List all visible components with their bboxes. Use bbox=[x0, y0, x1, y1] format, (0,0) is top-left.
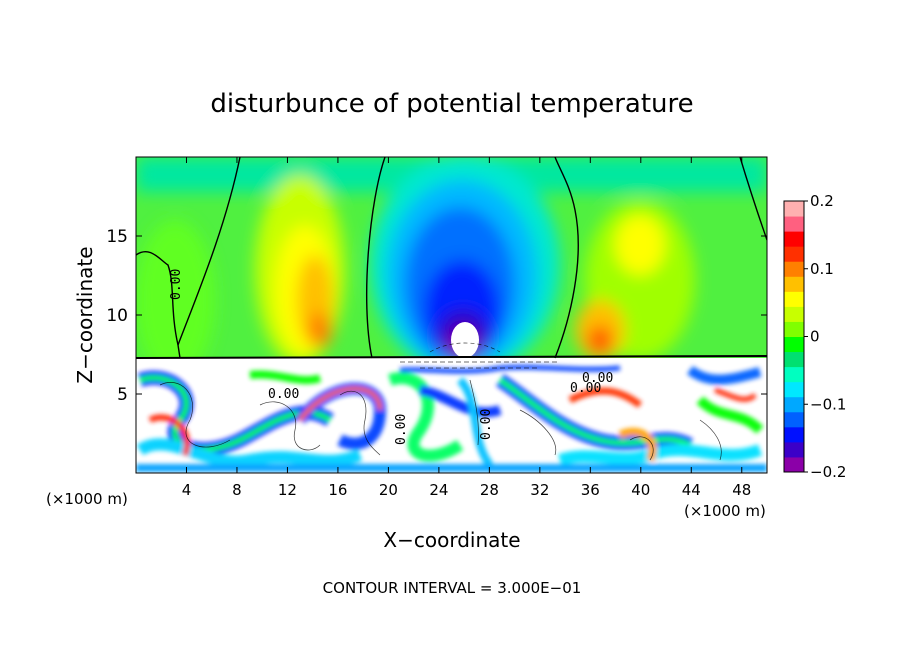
contour-labels: 0.00 0.00 0.00 0.00 0.00 0.00 bbox=[169, 269, 613, 445]
colorbar-tick-label: 0 bbox=[810, 328, 820, 346]
contour-label: 0.00 bbox=[268, 387, 299, 402]
colorbar-swatch bbox=[784, 321, 804, 337]
x-unit-right: (×1000 m) bbox=[684, 502, 766, 520]
x-tick-label: 28 bbox=[480, 481, 499, 499]
colorbar-swatch bbox=[784, 291, 804, 307]
colorbar-swatch bbox=[784, 366, 804, 383]
x-tick-label: 12 bbox=[278, 481, 297, 499]
contour-label: 0.00 bbox=[394, 414, 409, 445]
colorbar-swatch bbox=[784, 396, 804, 413]
x-tick-label: 20 bbox=[379, 481, 398, 499]
x-tick-label: 4 bbox=[182, 481, 192, 499]
contour-label: 0.00 bbox=[479, 409, 494, 440]
colorbar-swatch bbox=[784, 426, 804, 443]
plot-area bbox=[136, 157, 767, 473]
x-axis: 4 8 12 16 20 24 28 32 36 40 44 48 bbox=[182, 157, 751, 499]
colorbar-swatch bbox=[784, 216, 804, 232]
contour-label: 0.00 bbox=[169, 269, 184, 300]
x-tick-label: 44 bbox=[682, 481, 701, 499]
colorbar: 0.2 0.1 0 −0.1 −0.2 bbox=[783, 192, 846, 481]
y-axis-label: Z−coordinate bbox=[73, 246, 97, 383]
y-tick-label: 10 bbox=[106, 306, 128, 326]
colorbar-tick-label: −0.1 bbox=[810, 395, 846, 413]
contour-label: 0.00 bbox=[582, 371, 613, 386]
y-tick-label: 15 bbox=[106, 227, 128, 247]
x-tick-label: 32 bbox=[530, 481, 549, 499]
colorbar-swatch bbox=[784, 411, 804, 428]
colorbar-swatch bbox=[784, 456, 804, 473]
colorbar-swatch bbox=[784, 261, 804, 277]
x-axis-label: X−coordinate bbox=[383, 528, 520, 552]
x-tick-label: 24 bbox=[429, 481, 448, 499]
y-tick-label: 5 bbox=[117, 385, 128, 405]
colorbar-swatch bbox=[784, 351, 804, 368]
colorbar-swatch bbox=[784, 336, 804, 353]
colorbar-swatch bbox=[784, 231, 804, 247]
y-axis: 5 10 15 bbox=[106, 227, 767, 405]
x-tick-label: 48 bbox=[732, 481, 751, 499]
colorbar-tick-label: 0.2 bbox=[810, 192, 834, 210]
contour-label: 0.00 bbox=[570, 381, 601, 396]
contour-interval: CONTOUR INTERVAL = 3.000E−01 bbox=[323, 579, 582, 597]
colorbar-swatch bbox=[784, 276, 804, 292]
colorbar-swatch bbox=[784, 381, 804, 398]
colorbar-tick-label: 0.1 bbox=[810, 260, 834, 278]
chart-title: disturbunce of potential temperature bbox=[210, 89, 693, 119]
colorbar-swatch bbox=[784, 306, 804, 322]
x-tick-label: 8 bbox=[232, 481, 242, 499]
x-tick-label: 16 bbox=[328, 481, 347, 499]
colorbar-swatch bbox=[784, 201, 804, 217]
x-unit-left: (×1000 m) bbox=[46, 490, 128, 508]
x-tick-label: 40 bbox=[631, 481, 650, 499]
colorbar-swatch bbox=[784, 441, 804, 458]
colorbar-tick-label: −0.2 bbox=[810, 463, 846, 481]
colorbar-swatch bbox=[784, 246, 804, 262]
x-tick-label: 36 bbox=[581, 481, 600, 499]
